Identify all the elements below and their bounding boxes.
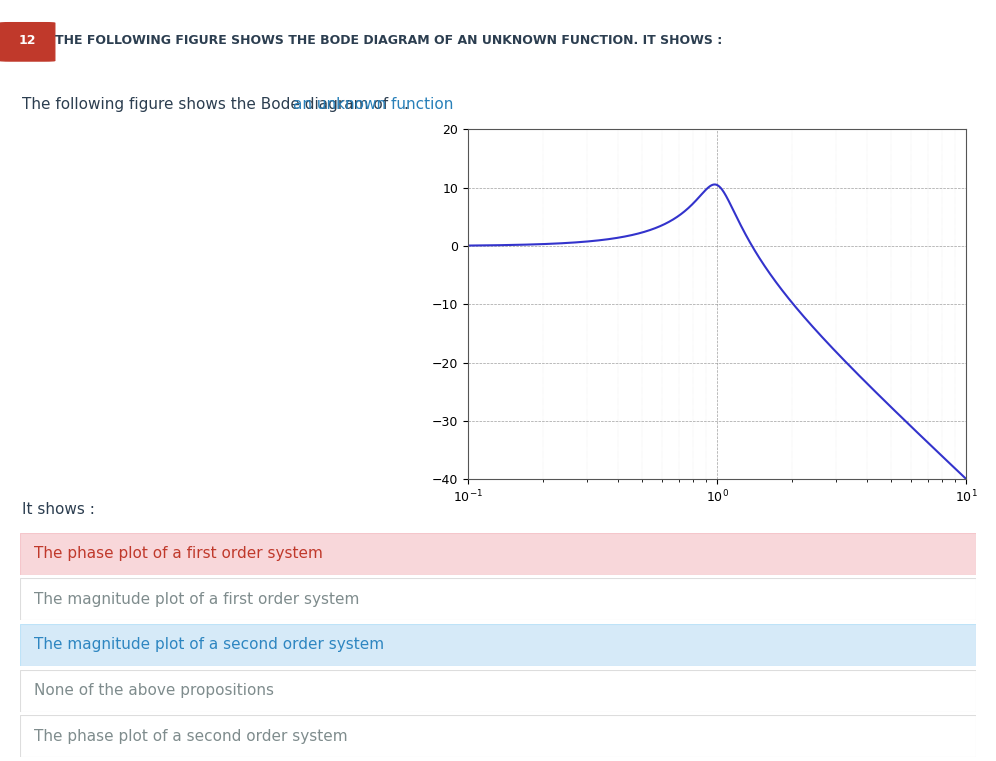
Text: The phase plot of a first order system: The phase plot of a first order system: [34, 546, 323, 561]
Text: It shows :: It shows :: [22, 502, 95, 517]
FancyBboxPatch shape: [20, 670, 976, 712]
FancyBboxPatch shape: [20, 578, 976, 620]
Text: 12: 12: [19, 34, 36, 47]
FancyBboxPatch shape: [20, 715, 976, 757]
Text: The magnitude plot of a second order system: The magnitude plot of a second order sys…: [34, 638, 384, 652]
Text: The phase plot of a second order system: The phase plot of a second order system: [34, 729, 348, 743]
FancyBboxPatch shape: [0, 23, 55, 61]
Text: THE FOLLOWING FIGURE SHOWS THE BODE DIAGRAM OF AN UNKNOWN FUNCTION. IT SHOWS :: THE FOLLOWING FIGURE SHOWS THE BODE DIAG…: [55, 34, 722, 47]
Text: .: .: [403, 97, 408, 112]
FancyBboxPatch shape: [20, 533, 976, 575]
Text: None of the above propositions: None of the above propositions: [34, 683, 274, 698]
Text: The magnitude plot of a first order system: The magnitude plot of a first order syst…: [34, 592, 360, 607]
FancyBboxPatch shape: [20, 624, 976, 666]
Text: an unknown function: an unknown function: [294, 97, 454, 112]
Text: The following figure shows the Bode diagram of: The following figure shows the Bode diag…: [22, 97, 392, 112]
